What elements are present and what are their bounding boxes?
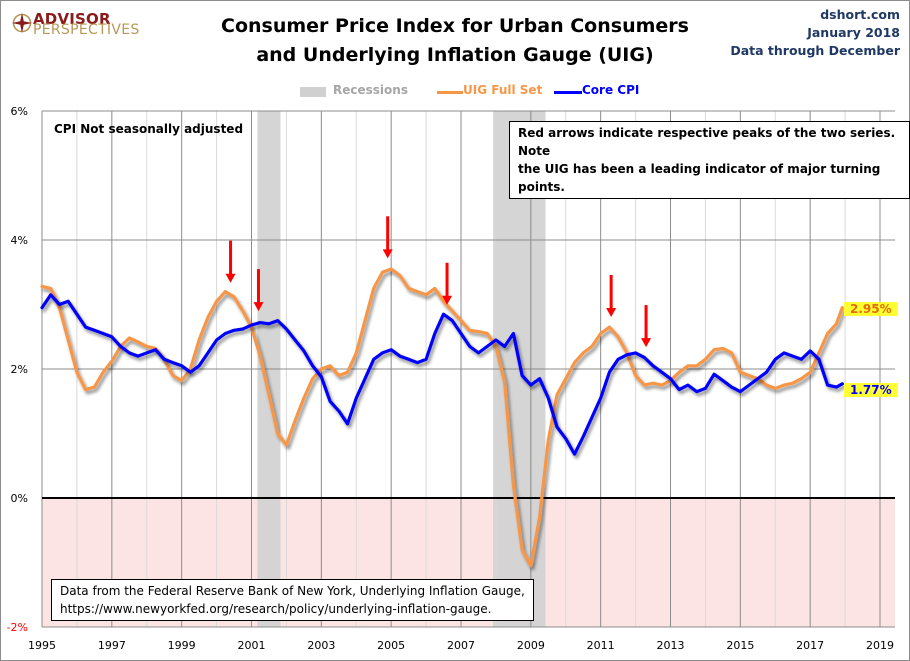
x-tick-label: 2013 <box>657 639 685 652</box>
legend-swatch-core-cpi <box>554 91 582 94</box>
tick-labels-layer: 6% 4% 2% 0% -2%1995 1997 1999 2001 2003 2005 2007 2… <box>7 105 894 652</box>
logo-text-perspectives: PERSPECTIVES <box>33 22 140 38</box>
red-arrows-note-line1: Red arrows indicate respective peaks of … <box>518 126 896 158</box>
series-layer <box>40 267 844 568</box>
x-tick-label: 2005 <box>377 639 405 652</box>
cpi-not-seasonally-adjusted-note: CPI Not seasonally adjusted <box>54 122 244 136</box>
x-tick-label: 2007 <box>447 639 475 652</box>
x-tick-label: 2011 <box>587 639 615 652</box>
source-site: dshort.com <box>820 7 900 22</box>
peak-arrow-head <box>225 273 236 283</box>
chart-title-line2: and Underlying Inflation Gauge (UIG) <box>256 44 654 66</box>
red-arrows-note-line2: the UIG has been a leading indicator of … <box>518 162 881 194</box>
peak-arrow-head <box>253 302 264 312</box>
compass-star-icon <box>12 13 32 33</box>
x-tick-label: 1997 <box>98 639 126 652</box>
peak-arrow-head <box>641 338 652 348</box>
x-tick-label: 2001 <box>238 639 266 652</box>
logo-text-advisor: ADVISOR <box>33 10 111 28</box>
x-tick-label: 1999 <box>168 639 196 652</box>
data-source-box: Data from the Federal Reserve Bank of Ne… <box>51 579 534 621</box>
legend-label-recessions: Recessions <box>333 83 408 97</box>
legend-label-core-cpi: Core CPI <box>582 83 640 97</box>
uig-line <box>40 267 844 568</box>
y-tick-label: 2% <box>11 363 28 376</box>
y-tick-label: 0% <box>11 492 28 505</box>
x-tick-label: 2019 <box>866 639 894 652</box>
legend-label-uig: UIG Full Set <box>463 83 543 97</box>
axes-layer <box>41 111 895 627</box>
y-tick-label: -2% <box>7 621 28 634</box>
y-tick-label: 4% <box>11 234 28 247</box>
uig-last-value-label: 2.95% <box>844 302 898 316</box>
data-source-line1: Data from the Federal Reserve Bank of Ne… <box>60 584 525 598</box>
data-source-line2: https://www.newyorkfed.org/research/poli… <box>60 602 492 616</box>
peak-arrows-layer <box>225 216 652 348</box>
core-cpi-line <box>40 293 844 456</box>
source-note: Data through December <box>730 43 900 58</box>
x-tick-label: 2003 <box>307 639 335 652</box>
peak-arrow-head <box>382 249 393 259</box>
legend-swatch-recessions <box>300 87 326 97</box>
core-cpi-last-value-label: 1.77% <box>844 383 898 397</box>
x-tick-label: 1995 <box>28 639 56 652</box>
peak-arrow-head <box>606 308 617 318</box>
peak-arrow-head <box>442 295 453 305</box>
source-date: January 2018 <box>807 25 900 40</box>
legend-swatch-uig <box>437 91 463 94</box>
y-tick-label: 6% <box>11 105 28 118</box>
chart-title-line1: Consumer Price Index for Urban Consumers <box>221 15 689 37</box>
x-tick-label: 2009 <box>517 639 545 652</box>
red-arrows-note-box: Red arrows indicate respective peaks of … <box>509 121 910 199</box>
x-tick-label: 2015 <box>726 639 754 652</box>
x-tick-label: 2017 <box>796 639 824 652</box>
